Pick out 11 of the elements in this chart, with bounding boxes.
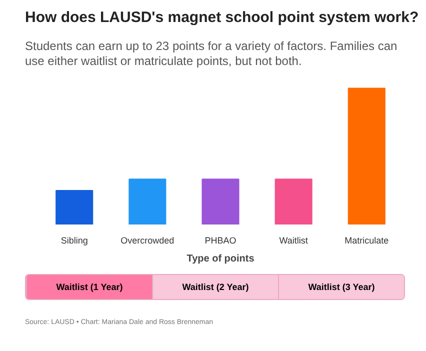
x-tick-label: Sibling xyxy=(60,235,88,246)
x-tick-label: Overcrowded xyxy=(120,235,174,246)
text: Waitlist (2 Year) xyxy=(152,274,278,299)
text: Waitlist (3 Year) xyxy=(278,274,404,299)
text: Waitlist (1 Year) xyxy=(26,274,152,299)
x-axis-title: Type of points xyxy=(186,253,255,264)
x-tick-label: Matriculate xyxy=(344,235,389,246)
chart-title: How does LAUSD's magnet school point system work? xyxy=(25,9,419,26)
x-tick-label: Waitlist xyxy=(279,235,308,246)
chart-subtitle: Students can earn up to 23 points for a variety of factors. Families can use either waitlist or matriculate points, but not both. xyxy=(25,39,398,68)
x-tick-label: PHBAO xyxy=(204,235,236,246)
